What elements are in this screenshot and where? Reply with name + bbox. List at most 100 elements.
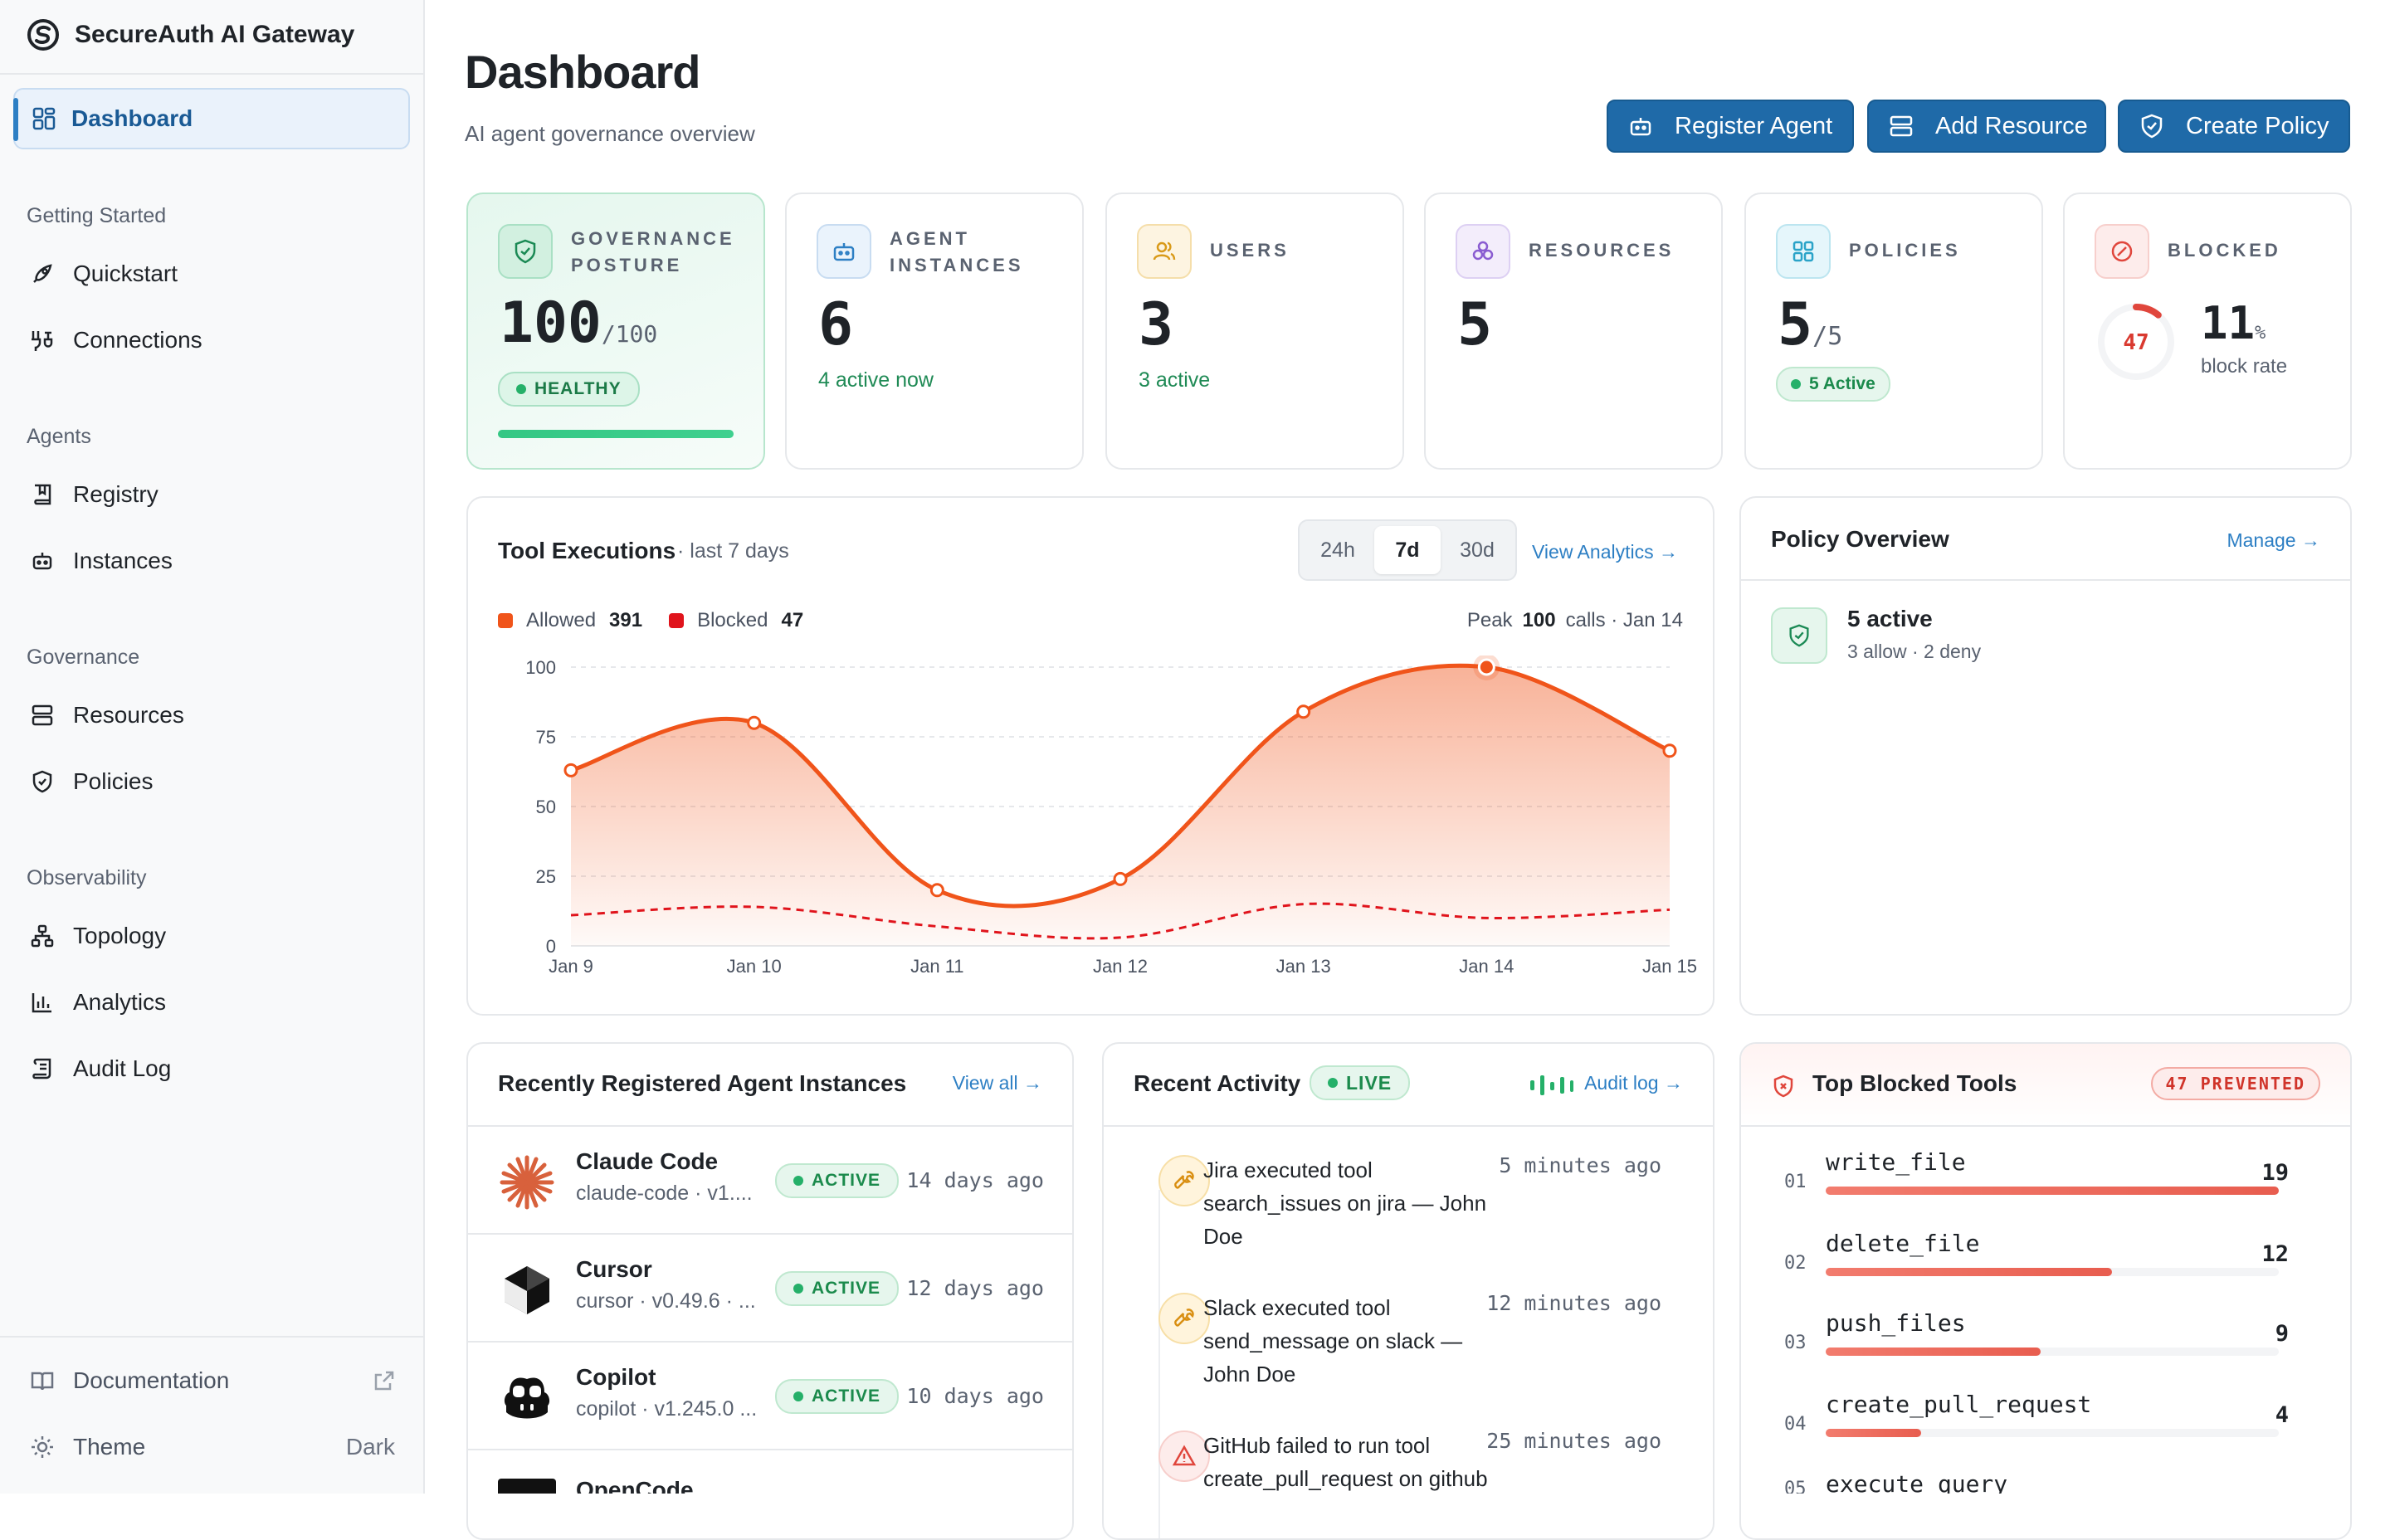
sidebar-item-policies[interactable]: Policies [30,768,153,795]
sidebar-item-instances[interactable]: Instances [30,548,173,574]
block-rate-value: 11% [2201,297,2266,349]
activity-time: 5 minutes ago [1499,1153,1661,1177]
stat-value: 5/5 [1778,290,1842,358]
sidebar-item-resources[interactable]: Resources [30,702,184,729]
view-analytics-link[interactable]: View Analytics → [1532,541,1678,563]
view-all-link[interactable]: View all → [952,1072,1042,1094]
wrench-icon [1158,1293,1210,1344]
legend-swatch-allowed [498,613,513,628]
blocked-tool-row[interactable]: 01 write_file 19 [1759,1148,2319,1228]
shield-check-icon [1771,607,1827,664]
tool-rank: 05 [1784,1479,1807,1494]
tool-count: 12 [2261,1241,2289,1267]
tool-bar-fill [1826,1268,2112,1276]
sidebar-item-label: Audit Log [73,1055,172,1081]
range-24h[interactable]: 24h [1320,538,1355,562]
page-title: Dashboard [465,46,700,98]
governance-score: 100 [500,290,602,356]
blocked-tool-row[interactable]: 03 push_files 9 [1759,1309,2319,1389]
activity-item[interactable]: GitHub failed to run tool create_pull_re… [1132,1429,1691,1494]
peak-suffix: calls · Jan 14 [1565,609,1683,631]
agent-instances-card[interactable]: AGENT INSTANCES 6 4 active now [785,192,1084,470]
sidebar-item-label: Policies [73,768,154,794]
blocked-tool-row[interactable]: 02 delete_file 12 [1759,1230,2319,1309]
policies-count: 5 [1778,290,1813,358]
tool-count: 9 [2275,1321,2289,1347]
topology-icon [31,924,54,948]
warning-icon [1158,1430,1210,1482]
governance-score-max: /100 [601,320,658,348]
legend-total: 391 [609,609,643,631]
stat-label: GOVERNANCE POSTURE [571,228,735,275]
documentation-link[interactable]: Documentation [30,1367,395,1394]
prevented-badge: 47 PREVENTED [2150,1067,2320,1100]
status-badge-label: ACTIVE [812,1386,881,1406]
range-30d[interactable]: 30d [1460,538,1495,562]
sidebar-item-connections[interactable]: Connections [30,327,202,353]
data-point [747,715,762,730]
manage-link[interactable]: Manage → [2227,529,2320,551]
agent-meta: copilot · v1.245.0 ... [576,1397,758,1421]
create-policy-button[interactable]: Create Policy [2118,100,2350,153]
peak-prefix: Peak [1466,609,1513,631]
range-7d[interactable]: 7d [1374,526,1441,574]
users-card[interactable]: USERS 3 3 active [1105,192,1404,470]
brand[interactable]: SecureAuth AI Gateway [27,18,354,51]
agent-row[interactable]: Claude Code claude-code · v1.... ACTIVE … [466,1125,1074,1233]
governance-posture-card[interactable]: GOVERNANCE POSTURE 100/100 HEALTHY [466,192,765,470]
brand-name: SecureAuth AI Gateway [75,21,355,48]
activity-text: Jira executed tool search_issues on jira… [1203,1157,1487,1249]
sidebar-item-quickstart[interactable]: Quickstart [30,261,178,287]
block-rate-arc [2098,304,2174,380]
sidebar: SecureAuth AI Gateway Dashboard Getting … [0,0,425,1494]
blocked-tool-row[interactable]: 05 execute_query [1759,1470,2319,1494]
sidebar-item-topology[interactable]: Topology [30,923,166,949]
registered-ago: 10 days ago [906,1384,1044,1408]
theme-toggle[interactable]: Theme Dark [30,1434,395,1460]
policies-total: /5 [1812,322,1843,351]
sidebar-item-analytics[interactable]: Analytics [30,989,166,1016]
section-governance: Governance [27,646,140,669]
sidebar-item-label: Topology [73,923,167,948]
sidebar-item-audit-log[interactable]: Audit Log [30,1055,171,1082]
stat-label: RESOURCES [1529,240,1675,261]
range-note: · last 7 days [677,539,789,563]
audit-log-link[interactable]: Audit log → [1584,1072,1683,1094]
blocked-card[interactable]: BLOCKED 47 11% block rate [2063,192,2352,470]
allowed-area [571,665,1670,946]
posture-progress-fill [498,430,734,438]
policies-card[interactable]: POLICIES 5/5 5 Active [1744,192,2043,470]
status-badge: 5 Active [1776,367,1890,402]
peak-readout: Peak 100 calls · Jan 14 [1467,609,1683,632]
ban-icon [2095,224,2149,279]
panel-title: Policy Overview [1771,526,1949,552]
status-badge-label: ACTIVE [812,1171,881,1190]
sidebar-item-label: Connections [73,327,202,353]
book-icon [34,484,51,505]
stat-label: BLOCKED [2168,240,2281,261]
legend-total: 47 [781,609,804,631]
add-resource-button[interactable]: Add Resource [1867,100,2106,153]
agent-row[interactable]: Copilot copilot · v1.245.0 ... ACTIVE 10… [466,1341,1074,1449]
panel-title: Top Blocked Tools [1812,1070,2017,1096]
y-tick-label: 0 [546,936,556,957]
shield-icon [32,770,52,793]
posture-progress [498,430,734,438]
shield-alert-icon [1773,1075,1793,1098]
tool-rank: 02 [1784,1253,1807,1274]
sidebar-item-dashboard[interactable]: Dashboard [13,88,410,149]
register-agent-button[interactable]: Register Agent [1607,100,1854,153]
x-tick-label: Jan 12 [1093,956,1148,977]
grid-icon [1776,224,1831,279]
sidebar-item-registry[interactable]: Registry [30,481,159,508]
stat-value: 100/100 [500,290,657,356]
agent-row[interactable]: OpenCode [466,1449,1074,1494]
users-icon [1137,224,1192,279]
agent-row[interactable]: Cursor cursor · v0.49.6 · ... ACTIVE 12 … [466,1233,1074,1341]
activity-time: 25 minutes ago [1486,1429,1661,1453]
x-tick-label: Jan 9 [549,956,593,977]
stat-sub: 4 active now [818,368,934,392]
tool-bar-fill [1826,1429,1921,1437]
blocked-tool-row[interactable]: 04 create_pull_request 4 [1759,1391,2319,1470]
resources-card[interactable]: RESOURCES 5 [1424,192,1723,470]
